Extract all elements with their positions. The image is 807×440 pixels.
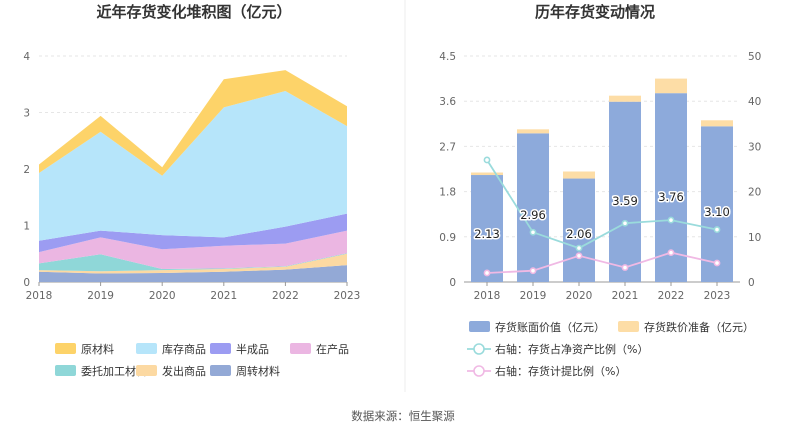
x-tick-label: 2019 [87, 290, 114, 302]
bar-book-value [701, 126, 733, 282]
line-point [575, 252, 583, 260]
legend-label: 存货账面价值（亿元） [495, 320, 605, 334]
y2-tick-label: 0 [748, 277, 755, 289]
legend-marker [473, 343, 485, 355]
left-chart-title: 近年存货变化堆积图（亿元） [96, 3, 291, 21]
x-tick-label: 2021 [210, 290, 237, 302]
bar-provision [609, 95, 641, 102]
legend-swatch [55, 343, 76, 354]
legend-label: 库存商品 [162, 342, 206, 356]
bar-book-value [609, 101, 641, 282]
legend-swatch [55, 365, 76, 376]
bar-book-value [563, 178, 595, 282]
line-point [575, 244, 583, 252]
legend-swatch [210, 343, 231, 354]
area-2 [39, 253, 347, 272]
bar-value-label: 3.76 [658, 190, 684, 204]
y-tick-label: 1 [23, 221, 30, 233]
legend-label: 右轴：存货计提比例（%） [495, 364, 626, 378]
y2-tick-label: 30 [748, 141, 761, 153]
legend-label: 原材料 [81, 342, 114, 356]
legend-label: 周转材料 [236, 364, 280, 378]
y2-tick-label: 10 [748, 232, 761, 244]
area-1 [39, 253, 347, 274]
bar-value-label: 3.59 [612, 194, 638, 208]
data-source: 数据来源：恒生聚源 [351, 409, 455, 423]
line-point [667, 249, 675, 257]
y2-tick-label: 20 [748, 187, 761, 199]
x-tick-label: 2021 [612, 290, 639, 302]
x-tick-label: 2022 [272, 290, 299, 302]
legend-label: 存货跌价准备（亿元） [644, 320, 754, 334]
bar-value-label: 2.96 [520, 208, 546, 222]
area-5 [39, 91, 347, 241]
line-point [483, 269, 491, 277]
line-point [713, 226, 721, 233]
x-tick-label: 2018 [26, 290, 53, 302]
legend-label: 委托加工材料 [81, 364, 147, 378]
line-point [621, 264, 629, 271]
y2-tick-label: 50 [748, 51, 761, 63]
x-tick-label: 2022 [658, 290, 685, 302]
line-point [713, 259, 721, 267]
y-tick-label: 2.7 [439, 141, 456, 153]
legend-swatch [290, 343, 311, 354]
legend-swatch [210, 365, 231, 376]
line-point [667, 216, 675, 224]
legend-swatch [136, 343, 157, 354]
y-tick-label: 1.8 [439, 187, 456, 199]
y-tick-label: 0 [23, 277, 30, 289]
bar-provision [563, 171, 595, 179]
bar-book-value [517, 133, 549, 282]
right-legend: 存货账面价值（亿元） 存货跌价准备（亿元） 右轴：存货占净资产比例（%） 右轴：存货计… [467, 320, 754, 378]
y-tick-label: 3 [23, 108, 30, 120]
bar-value-label: 2.06 [566, 227, 592, 241]
bar-book-value [471, 175, 503, 282]
bar-provision [517, 129, 549, 134]
x-tick-label: 2023 [704, 290, 731, 302]
legend-swatch [618, 321, 639, 332]
line-point [483, 156, 491, 164]
line-point [621, 219, 629, 227]
line-point [529, 228, 537, 236]
legend-swatch [136, 365, 157, 376]
area-0 [39, 265, 347, 282]
legend-label: 右轴：存货占净资产比例（%） [495, 342, 648, 356]
bar-value-label: 2.13 [474, 227, 500, 241]
x-tick-label: 2019 [520, 290, 547, 302]
legend-label: 半成品 [236, 342, 269, 356]
legend-marker [473, 365, 485, 377]
right-chart-title: 历年存货变动情况 [535, 3, 655, 21]
area-3 [39, 230, 347, 269]
stacked-area-chart: 0 1 2 3 4 2018 2019 2020 2021 2022 2023 [23, 51, 360, 302]
area-4 [39, 213, 347, 253]
line-series-1 [486, 251, 718, 274]
inventory-bar-chart: 0 0 0.9 10 1.8 20 2.7 30 3.6 40 4.5 50 2018 2019 2020 2… [439, 51, 761, 302]
x-tick-label: 2018 [474, 290, 501, 302]
x-tick-label: 2020 [149, 290, 176, 302]
x-tick-label: 2023 [334, 290, 361, 302]
legend-label: 在产品 [316, 342, 349, 356]
line-series-0 [486, 159, 718, 250]
y-tick-label: 4.5 [439, 51, 456, 63]
bar-provision [701, 120, 733, 127]
bar-value-label: 3.10 [704, 205, 730, 219]
line-point [529, 267, 537, 275]
bar-provision [471, 172, 503, 176]
legend-label: 发出商品 [162, 364, 206, 378]
legend-swatch [469, 321, 490, 332]
y-tick-label: 2 [23, 164, 30, 176]
y-tick-label: 0 [449, 277, 456, 289]
y-tick-label: 3.6 [439, 96, 456, 108]
x-tick-label: 2020 [566, 290, 593, 302]
y-tick-label: 4 [23, 51, 30, 63]
bar-provision [655, 78, 687, 94]
area-6 [39, 70, 347, 176]
y2-tick-label: 40 [748, 96, 761, 108]
y-tick-label: 0.9 [439, 232, 456, 244]
